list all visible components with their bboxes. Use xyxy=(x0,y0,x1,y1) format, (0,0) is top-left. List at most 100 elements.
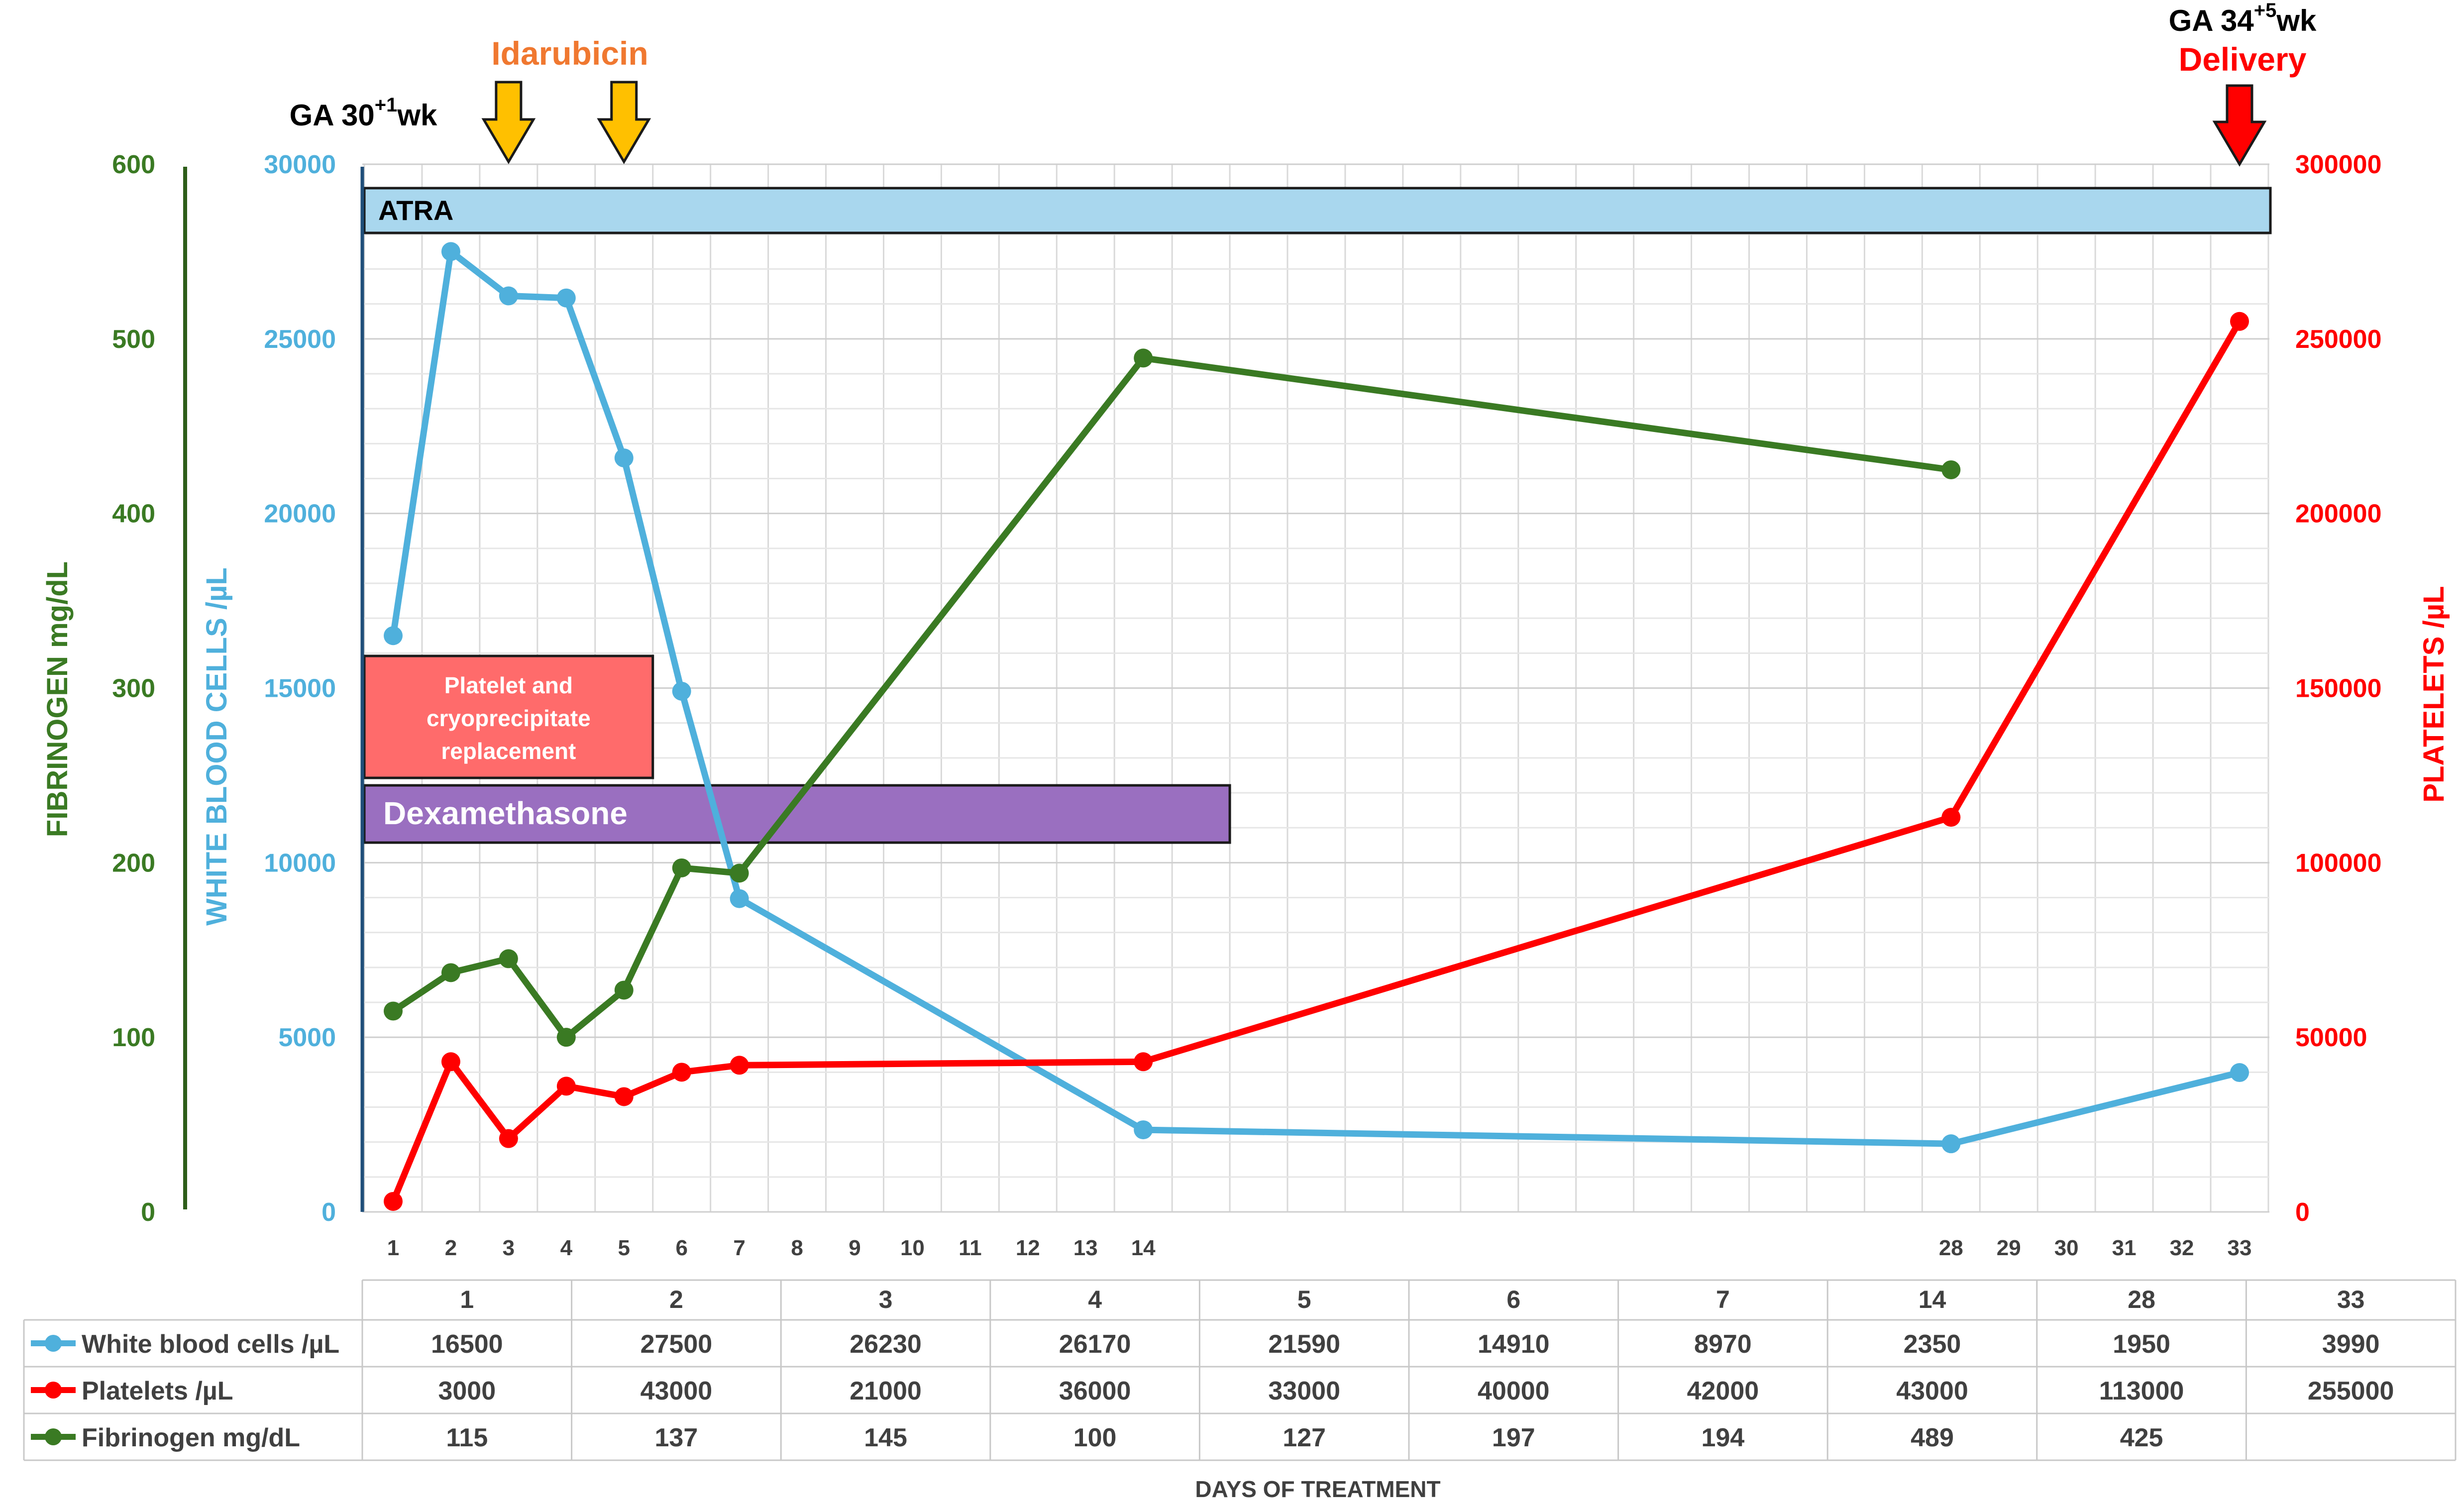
table-column-header: 7 xyxy=(1716,1286,1730,1313)
wbc-tick-label: 5000 xyxy=(278,1023,336,1052)
table-cell: 113000 xyxy=(2099,1377,2184,1405)
x-tick-label: 12 xyxy=(1016,1236,1040,1260)
data-point-platelets xyxy=(384,1191,403,1211)
table-cell: 27500 xyxy=(641,1330,713,1359)
x-tick-label: 2 xyxy=(445,1236,457,1260)
x-tick-label: 30 xyxy=(2054,1236,2079,1260)
legend-marker xyxy=(45,1382,62,1399)
x-tick-label: 33 xyxy=(2228,1236,2252,1260)
data-point-fibrinogen xyxy=(384,1001,403,1021)
data-point-wbc xyxy=(384,626,403,646)
table-row-label: White blood cells /µL xyxy=(82,1330,339,1359)
series-line-platelets xyxy=(390,318,2243,1205)
table-column-header: 33 xyxy=(2337,1286,2365,1313)
platelets-tick-label: 100000 xyxy=(2295,849,2382,877)
table-cell: 43000 xyxy=(1896,1377,1968,1405)
x-tick-label: 32 xyxy=(2170,1236,2194,1260)
x-tick-label: 29 xyxy=(1997,1236,2021,1260)
ga-start-label: GA 30+1wk xyxy=(290,94,437,132)
table-cell: 1950 xyxy=(2113,1330,2170,1359)
bar-platelet-cryo xyxy=(363,654,654,779)
data-table: 1 2 3 4 5 6 7 14 28 33 White blood cells /µL 16500 2… xyxy=(23,1279,2457,1461)
data-point-platelets xyxy=(730,1056,749,1075)
wbc-tick-label: 25000 xyxy=(264,325,336,354)
table-row-label: Fibrinogen mg/dL xyxy=(82,1423,300,1452)
table-column-header: 2 xyxy=(669,1286,683,1313)
x-tick-label: 6 xyxy=(675,1236,687,1260)
x-tick-label: 31 xyxy=(2112,1236,2137,1260)
fibrinogen-tick-label: 0 xyxy=(141,1198,155,1227)
x-tick-label: 5 xyxy=(618,1236,630,1260)
table-cell: 115 xyxy=(446,1423,488,1452)
data-point-wbc xyxy=(672,681,691,701)
bar-platelet-cryo-label: cryoprecipitate xyxy=(427,705,591,731)
data-point-fibrinogen xyxy=(1941,460,1961,479)
table-cell: 14910 xyxy=(1478,1330,1550,1359)
table-cell: 26230 xyxy=(850,1330,922,1359)
data-point-wbc xyxy=(556,288,576,308)
table-cell: 42000 xyxy=(1687,1377,1759,1405)
idarubicin-arrow-icon xyxy=(481,81,536,164)
platelets-axis-title: PLATELETS /µL xyxy=(2418,586,2450,802)
x-tick-label: 3 xyxy=(503,1236,515,1260)
table-cell: 489 xyxy=(1911,1423,1954,1452)
data-point-platelets xyxy=(441,1052,460,1072)
data-point-fibrinogen xyxy=(499,949,518,969)
table-cell: 3990 xyxy=(2322,1330,2380,1359)
bar-platelet-cryo-label: replacement xyxy=(441,738,576,764)
table-column-header: 4 xyxy=(1088,1286,1102,1313)
x-tick-label: 11 xyxy=(959,1236,982,1260)
platelets-tick-label: 250000 xyxy=(2295,325,2382,354)
table-cell: 40000 xyxy=(1478,1377,1550,1405)
bar-platelet-cryo-label: Platelet and xyxy=(444,672,573,698)
table-cell: 425 xyxy=(2120,1423,2163,1452)
table-cell: 43000 xyxy=(641,1377,713,1405)
wbc-tick-label: 10000 xyxy=(264,849,336,877)
platelets-tick-label: 50000 xyxy=(2295,1023,2367,1052)
bar-atra xyxy=(363,187,2272,234)
legend-marker xyxy=(45,1335,62,1352)
series-line-wbc xyxy=(390,248,2243,1147)
table-cell: 145 xyxy=(864,1423,907,1452)
table-cell: 21590 xyxy=(1268,1330,1340,1359)
table-cell: 3000 xyxy=(438,1377,496,1405)
data-point-wbc xyxy=(1134,1120,1153,1140)
fibrinogen-tick-label: 300 xyxy=(112,674,155,703)
table-cell: 127 xyxy=(1283,1423,1326,1452)
wbc-tick-label: 20000 xyxy=(264,500,336,529)
data-point-wbc xyxy=(1941,1134,1961,1154)
table-column-header: 3 xyxy=(879,1286,893,1313)
data-point-platelets xyxy=(2230,312,2249,331)
delivery-label: Delivery xyxy=(2179,41,2307,78)
platelets-tick-label: 0 xyxy=(2295,1198,2310,1227)
x-tick-label: 1 xyxy=(387,1236,399,1260)
table-cell: 2350 xyxy=(1904,1330,1961,1359)
idarubicin-label: Idarubicin xyxy=(491,35,648,72)
annotations: GA 30+1wk Idarubicin GA 34+5wk Delivery xyxy=(290,0,2317,167)
data-point-fibrinogen xyxy=(441,963,460,982)
table-cell: 8970 xyxy=(1694,1330,1752,1359)
x-axis-title: DAYS OF TREATMENT xyxy=(1195,1476,1440,1502)
fibrinogen-axis-title: FIBRINOGEN mg/dL xyxy=(41,561,74,837)
data-point-platelets xyxy=(1941,808,1961,827)
wbc-tick-label: 0 xyxy=(321,1198,336,1227)
treatment-bars: ATRA Platelet and cryoprecipitate replaceme… xyxy=(363,187,2272,844)
x-tick-label: 9 xyxy=(849,1236,860,1260)
fibrinogen-tick-label: 600 xyxy=(112,150,155,179)
data-point-wbc xyxy=(614,448,634,468)
wbc-axis-title: WHITE BLOOD CELLS /µL xyxy=(201,567,233,926)
bar-dexamethasone xyxy=(363,784,1231,844)
data-point-fibrinogen xyxy=(556,1028,576,1047)
platelets-tick-label: 300000 xyxy=(2295,150,2382,179)
table-cell: 16500 xyxy=(431,1330,503,1359)
data-point-fibrinogen xyxy=(672,858,691,877)
data-point-wbc xyxy=(499,286,518,306)
legend-marker xyxy=(45,1428,62,1445)
data-point-platelets xyxy=(1134,1052,1153,1072)
wbc-tick-label: 30000 xyxy=(264,150,336,179)
x-tick-label: 28 xyxy=(1939,1236,1963,1260)
fibrinogen-tick-label: 200 xyxy=(112,849,155,877)
data-point-platelets xyxy=(499,1129,518,1148)
table-column-header: 1 xyxy=(460,1286,474,1313)
